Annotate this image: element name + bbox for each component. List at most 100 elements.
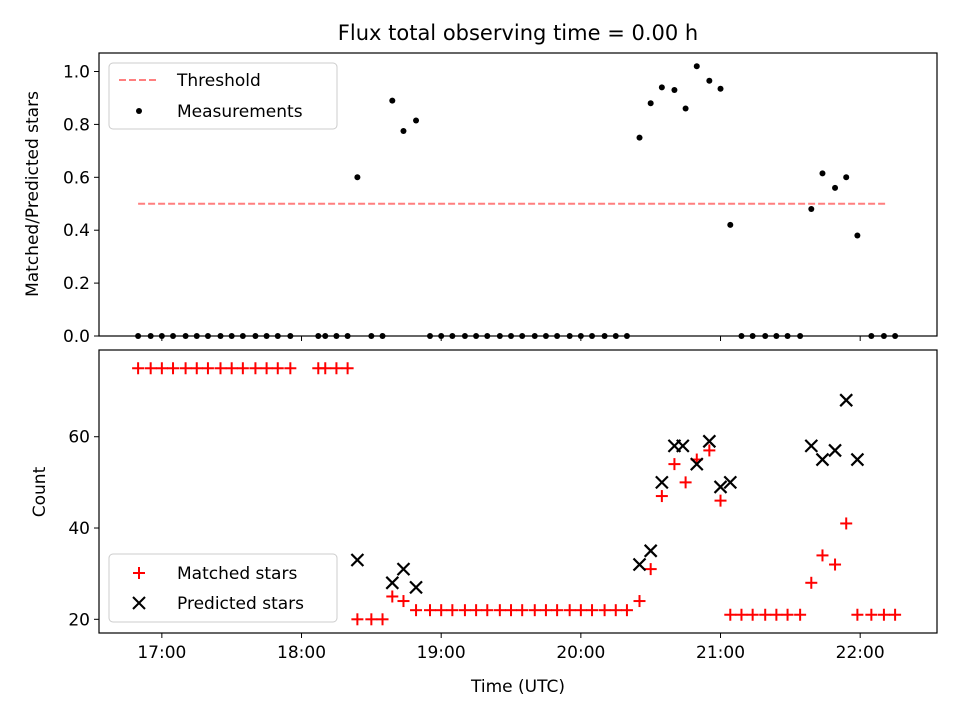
count-y-tick-label: 20 [68,610,90,630]
measurement-point [706,77,713,84]
matched-stars-point [271,362,284,375]
ratio-axes: 0.0 0.2 0.4 0.6 0.8 1.0 [63,63,861,347]
count-axes: 20 40 60 17:00 18:00 19:00 20:00 21:00 22:00 [68,428,884,663]
predicted-stars-point [828,443,842,458]
chart-title: Flux total observing time = 0.00 h [338,21,698,45]
matched-stars-point [703,444,716,457]
predicted-stars-point [396,562,411,576]
ratio-y-tick-label: 1.0 [63,63,90,83]
matched-stars-point [424,604,437,617]
legend-measurements-label: Measurements [177,102,303,122]
matched-stars-point [249,362,262,375]
measurement-point [671,87,678,94]
measurement-point [819,170,826,177]
matched-stars-point [655,490,668,503]
count-y-axis-label: Count [30,466,50,517]
measurement-point [400,128,407,135]
predicted-stars-point [409,580,423,595]
count-legend-box [108,553,338,623]
matched-stars-point [365,613,378,626]
count-legend: Matched stars Predicted stars [108,553,338,623]
legend-predicted-label: Predicted stars [177,594,304,614]
matched-stars-point [386,590,399,603]
ratio-y-tick-label: 0.4 [63,221,90,241]
x-tick-label: 22:00 [836,643,885,663]
predicted-stars-point [385,576,400,590]
x-tick-label: 18:00 [277,643,326,663]
matched-stars-point [805,576,818,589]
x-axis-label: Time (UTC) [470,677,565,697]
measurement-point [717,85,724,92]
count-panel: 20 40 60 17:00 18:00 19:00 20:00 21:00 22:00 Cou… [30,349,938,697]
count-y-tick-label: 60 [68,428,90,448]
predicted-stars-point [713,480,728,494]
measurement-point [389,97,396,104]
measurement-point [693,63,700,70]
matched-stars-point [840,517,853,530]
count-marks [132,362,902,626]
matched-stars-point [155,362,168,375]
matched-stars-point [458,604,471,617]
matched-stars-point [190,362,203,375]
matched-stars-point [201,362,214,375]
measurement-point [727,221,734,228]
matched-stars-point [586,604,599,617]
matched-stars-point [505,604,518,617]
measurement-point [682,105,689,112]
matched-stars-point [132,362,145,375]
predicted-stars-point [689,457,704,471]
matched-stars-point [410,604,423,617]
ratio-y-tick-label: 0.6 [63,168,90,188]
matched-stars-point [563,604,576,617]
matched-stars-point [144,362,157,375]
measurement-point [832,184,839,191]
x-tick-label: 17:00 [137,643,186,663]
legend-matched-swatch [133,567,145,579]
matched-stars-point [735,608,748,621]
matched-stars-point [225,362,238,375]
measurement-point [854,232,861,239]
matched-stars-point [528,604,541,617]
measurement-point [354,174,361,181]
ratio-legend-box [108,62,338,130]
matched-stars-point [668,458,681,471]
predicted-stars-point [676,439,690,453]
matched-stars-point [609,604,622,617]
matched-stars-point [574,604,587,617]
x-tick-label: 21:00 [696,643,745,663]
predicted-stars-point [839,393,853,407]
matched-stars-point [551,604,564,617]
matched-stars-point [435,604,448,617]
ratio-y-tick-label: 0.2 [63,274,90,294]
predicted-stars-point [350,553,365,567]
matched-stars-point [644,563,657,576]
ratio-panel: 0.0 0.2 0.4 0.6 0.8 1.0 Matched/Predicted sta… [23,52,938,347]
matched-stars-point [620,604,633,617]
predicted-stars-point [702,434,717,449]
matched-stars-point [397,595,410,608]
ratio-legend: Threshold Measurements [108,62,338,130]
matched-stars-point [260,362,273,375]
measurement-point [658,84,665,91]
count-y-tick-label: 40 [68,519,90,539]
predicted-stars-point [723,475,738,490]
matched-stars-point [598,604,611,617]
matched-stars-point [759,608,772,621]
matched-stars-point [865,608,878,621]
matched-stars-point [794,608,807,621]
measurement-point [413,117,420,124]
matched-stars-point [816,549,829,562]
matched-stars-point [284,362,297,375]
legend-predicted-swatch [132,596,146,610]
ratio-y-axis-label: Matched/Predicted stars [23,91,43,297]
legend-measurements-swatch [136,108,142,114]
matched-stars-point [877,608,890,621]
x-tick-label: 19:00 [417,643,466,663]
matched-stars-point [829,558,842,571]
matched-stars-point [539,604,552,617]
matched-stars-point [214,362,227,375]
measurement-point [808,206,815,213]
matched-stars-point [351,613,364,626]
legend-matched-label: Matched stars [177,564,297,584]
